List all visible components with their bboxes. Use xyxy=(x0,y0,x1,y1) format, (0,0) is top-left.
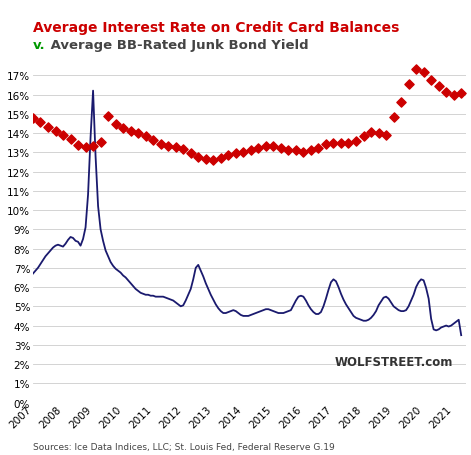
Point xyxy=(232,150,240,157)
Point xyxy=(187,150,195,157)
Point xyxy=(435,83,442,90)
Point xyxy=(322,141,330,148)
Point xyxy=(284,147,292,155)
Point xyxy=(360,133,367,140)
Text: Average Interest Rate on Credit Card Balances: Average Interest Rate on Credit Card Bal… xyxy=(33,20,399,35)
Point xyxy=(367,129,375,136)
Text: Average BB-Rated Junk Bond Yield: Average BB-Rated Junk Bond Yield xyxy=(46,39,309,52)
Point xyxy=(225,152,232,159)
Text: WOLFSTREET.com: WOLFSTREET.com xyxy=(335,355,453,368)
Point xyxy=(112,121,119,129)
Point xyxy=(29,115,37,122)
Point xyxy=(172,145,179,152)
Point xyxy=(457,90,465,97)
Point xyxy=(119,125,127,132)
Point xyxy=(59,132,67,139)
Point xyxy=(82,145,89,152)
Point xyxy=(337,140,345,147)
Point xyxy=(412,67,420,74)
Point xyxy=(405,81,413,88)
Point xyxy=(44,124,52,131)
Point xyxy=(345,140,352,147)
Point xyxy=(442,89,450,96)
Point xyxy=(307,147,315,155)
Point xyxy=(352,138,360,145)
Point xyxy=(315,146,322,153)
Point xyxy=(292,147,300,155)
Point xyxy=(105,113,112,120)
Point xyxy=(300,149,307,157)
Point xyxy=(255,146,262,153)
Point xyxy=(390,114,398,121)
Point xyxy=(202,156,210,163)
Point xyxy=(52,128,59,136)
Point xyxy=(127,128,134,136)
Point xyxy=(195,154,202,162)
Point xyxy=(89,143,97,151)
Text: Sources: Ice Data Indices, LLC; St. Louis Fed, Federal Reserve G.19: Sources: Ice Data Indices, LLC; St. Loui… xyxy=(33,442,335,451)
Point xyxy=(247,147,255,155)
Point xyxy=(398,99,405,106)
Point xyxy=(382,132,390,139)
Point xyxy=(157,141,164,148)
Point xyxy=(262,143,269,151)
Point xyxy=(142,133,149,140)
Point xyxy=(179,147,187,154)
Point xyxy=(37,120,44,127)
Point xyxy=(240,149,247,157)
Point xyxy=(149,137,157,144)
Point xyxy=(164,142,172,150)
Point xyxy=(277,146,284,153)
Point xyxy=(269,143,277,151)
Point xyxy=(420,70,427,77)
Point xyxy=(375,130,382,137)
Point xyxy=(67,136,74,143)
Point xyxy=(427,77,435,85)
Point xyxy=(210,157,217,164)
Point xyxy=(330,140,337,147)
Point xyxy=(217,155,225,162)
Point xyxy=(450,93,457,100)
Point xyxy=(97,139,105,146)
Text: v.: v. xyxy=(33,39,46,52)
Point xyxy=(134,130,142,137)
Point xyxy=(74,142,82,149)
